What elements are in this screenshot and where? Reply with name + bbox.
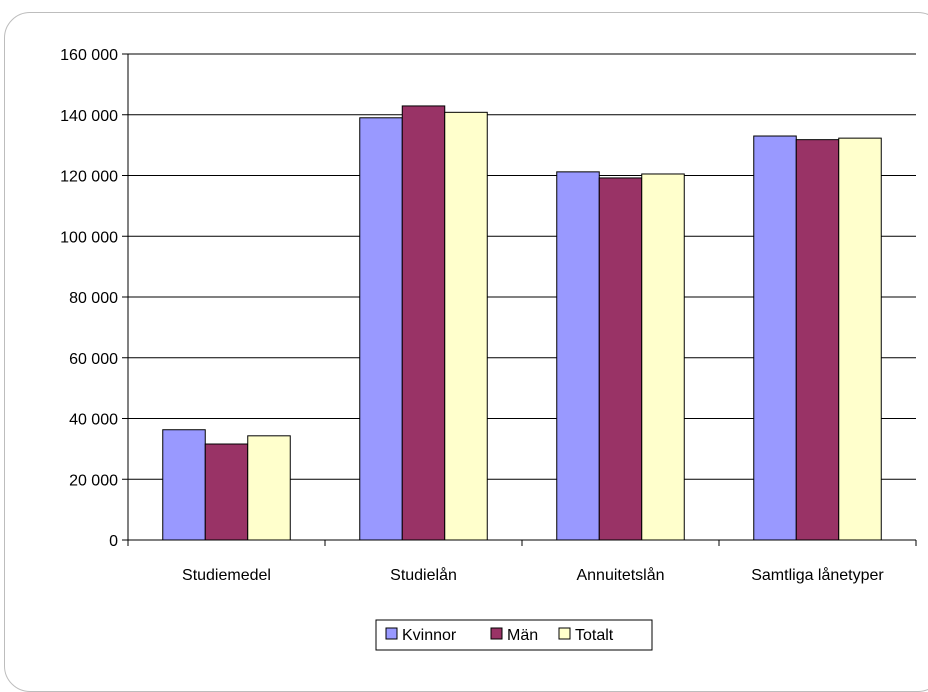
bar-0-2	[247, 435, 291, 541]
y-tick-label: 160 000	[60, 47, 118, 64]
bar-3-0	[753, 135, 797, 541]
y-tick-label: 60 000	[69, 351, 118, 368]
y-tick-label: 100 000	[60, 229, 118, 246]
bar-1-1	[401, 105, 446, 541]
legend-box	[375, 619, 653, 651]
x-tick-label: Studiemedel	[182, 567, 271, 584]
y-tick-label: 80 000	[69, 290, 118, 307]
x-tick-label: Samtliga lånetyper	[751, 566, 884, 584]
bar-3-2	[838, 137, 882, 541]
bar-2-2	[641, 173, 685, 541]
y-axis-ticks: 0 20 000 40 000 60 000 80 000 100 000 120 000 1…	[60, 47, 128, 550]
x-tick-label: Studielån	[390, 566, 457, 584]
bar-2-0	[556, 171, 600, 541]
x-tick-label: Annuitetslån	[576, 566, 664, 584]
x-axis-ticks: Studiemedel Studielån Annuitetslån Samtliga…	[127, 540, 917, 584]
legend-label: Totalt	[575, 627, 614, 644]
legend-label: Män	[507, 627, 538, 644]
legend-swatch	[490, 627, 503, 640]
legend: Kvinnor Män Totalt	[375, 619, 653, 651]
legend-label: Kvinnor	[402, 627, 457, 644]
legend-swatch	[385, 627, 398, 640]
bar-3-1	[795, 139, 840, 541]
y-tick-label: 20 000	[69, 472, 118, 489]
legend-swatch	[558, 627, 571, 640]
y-tick-label: 140 000	[60, 108, 118, 125]
bar-chart: 0 20 000 40 000 60 000 80 000 100 000 120 000 1…	[60, 47, 917, 651]
y-tick-label: 0	[109, 533, 118, 550]
bar-2-1	[598, 177, 643, 541]
bar-0-0	[162, 429, 206, 541]
bar-0-1	[204, 443, 249, 541]
bar-1-2	[444, 111, 488, 541]
bars	[162, 105, 882, 541]
y-tick-label: 40 000	[69, 412, 118, 429]
bar-1-0	[359, 117, 403, 541]
y-tick-label: 120 000	[60, 169, 118, 186]
